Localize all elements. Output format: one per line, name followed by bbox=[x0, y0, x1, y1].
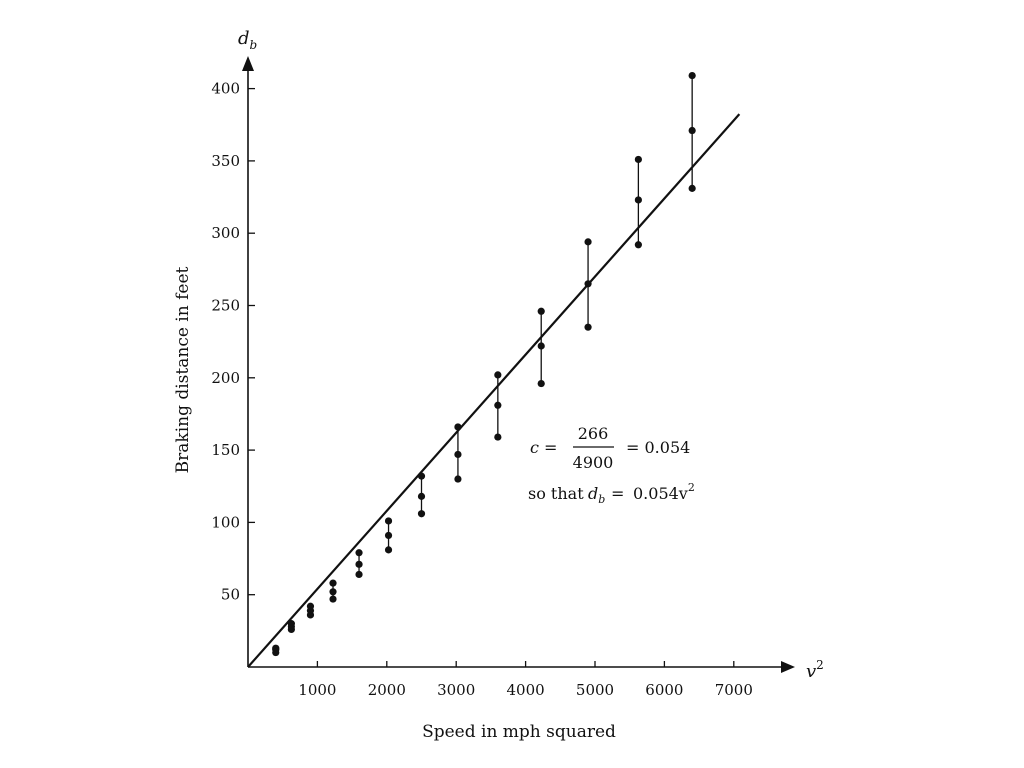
data-point bbox=[454, 450, 462, 459]
x-tick-label: 7000 bbox=[715, 681, 753, 699]
data-point bbox=[584, 280, 592, 288]
data-point bbox=[355, 549, 363, 557]
y-tick-label: 250 bbox=[211, 297, 240, 315]
x-axis-symbol: v2 bbox=[806, 658, 824, 682]
y-tick-label: 400 bbox=[211, 80, 240, 98]
data-point bbox=[306, 602, 315, 610]
x-tick-label: 1000 bbox=[298, 681, 336, 699]
y-tick-label: 300 bbox=[211, 224, 240, 242]
axes bbox=[242, 56, 795, 673]
data-point bbox=[634, 155, 642, 164]
y-axis-arrowhead bbox=[242, 56, 254, 71]
data-point bbox=[688, 126, 696, 135]
annotation-formula: 0.054v2 bbox=[633, 481, 695, 503]
fit-line bbox=[247, 113, 741, 668]
data-point bbox=[454, 423, 462, 431]
data-point bbox=[634, 241, 642, 249]
data-point bbox=[384, 517, 393, 525]
data-point bbox=[584, 238, 592, 246]
x-tick-label: 3000 bbox=[437, 681, 475, 699]
data-point bbox=[417, 472, 426, 480]
x-axis-arrowhead bbox=[781, 661, 795, 673]
data-point bbox=[494, 401, 502, 409]
data-point bbox=[272, 644, 280, 652]
y-tick-label: 50 bbox=[221, 586, 240, 604]
data-point bbox=[329, 595, 337, 603]
fit-line-group bbox=[247, 113, 741, 668]
x-ticks: 1000 2000 3000 4000 5000 6000 7000 bbox=[298, 661, 753, 699]
data-point bbox=[494, 371, 502, 379]
annotation-equals: = bbox=[611, 484, 624, 503]
data-point bbox=[454, 475, 462, 483]
x-tick-label: 2000 bbox=[368, 681, 406, 699]
y-axis-title: Braking distance in feet bbox=[173, 266, 193, 473]
data-point bbox=[355, 570, 363, 579]
data-point bbox=[537, 379, 545, 388]
data-point bbox=[287, 620, 295, 628]
fit-annotation: c = 266 4900 = 0.054 so that db = 0.054v… bbox=[528, 424, 695, 506]
y-tick-label: 100 bbox=[211, 513, 240, 531]
annotation-denominator: 4900 bbox=[573, 453, 614, 472]
data-point bbox=[688, 71, 696, 80]
x-axis-title: Speed in mph squared bbox=[422, 722, 616, 742]
data-point bbox=[584, 323, 592, 331]
y-tick-label: 350 bbox=[211, 152, 240, 170]
annotation-so-that: so that bbox=[528, 484, 584, 503]
y-axis-symbol: db bbox=[238, 28, 257, 52]
annotation-db-symbol: db bbox=[588, 484, 605, 506]
x-tick-label: 6000 bbox=[645, 681, 683, 699]
data-point bbox=[384, 531, 393, 540]
x-tick-label: 4000 bbox=[507, 681, 545, 699]
data-point bbox=[355, 560, 363, 568]
data-point bbox=[384, 546, 393, 554]
data-point bbox=[329, 579, 337, 587]
y-ticks: 50 100 150 200 250 300 350 400 bbox=[211, 80, 255, 604]
y-tick-label: 200 bbox=[211, 369, 240, 387]
data-points bbox=[272, 71, 696, 657]
data-point bbox=[634, 196, 642, 204]
annotation-numerator: 266 bbox=[578, 424, 609, 443]
annotation-result: = 0.054 bbox=[626, 438, 690, 457]
data-point bbox=[537, 307, 545, 315]
data-point bbox=[417, 510, 426, 518]
data-point bbox=[688, 184, 696, 192]
annotation-c-equals: c = bbox=[530, 438, 557, 457]
x-tick-label: 5000 bbox=[576, 681, 614, 699]
data-point bbox=[329, 588, 337, 596]
data-point bbox=[537, 342, 545, 350]
data-point bbox=[417, 492, 426, 500]
y-tick-label: 150 bbox=[211, 441, 240, 459]
data-point bbox=[494, 433, 502, 441]
